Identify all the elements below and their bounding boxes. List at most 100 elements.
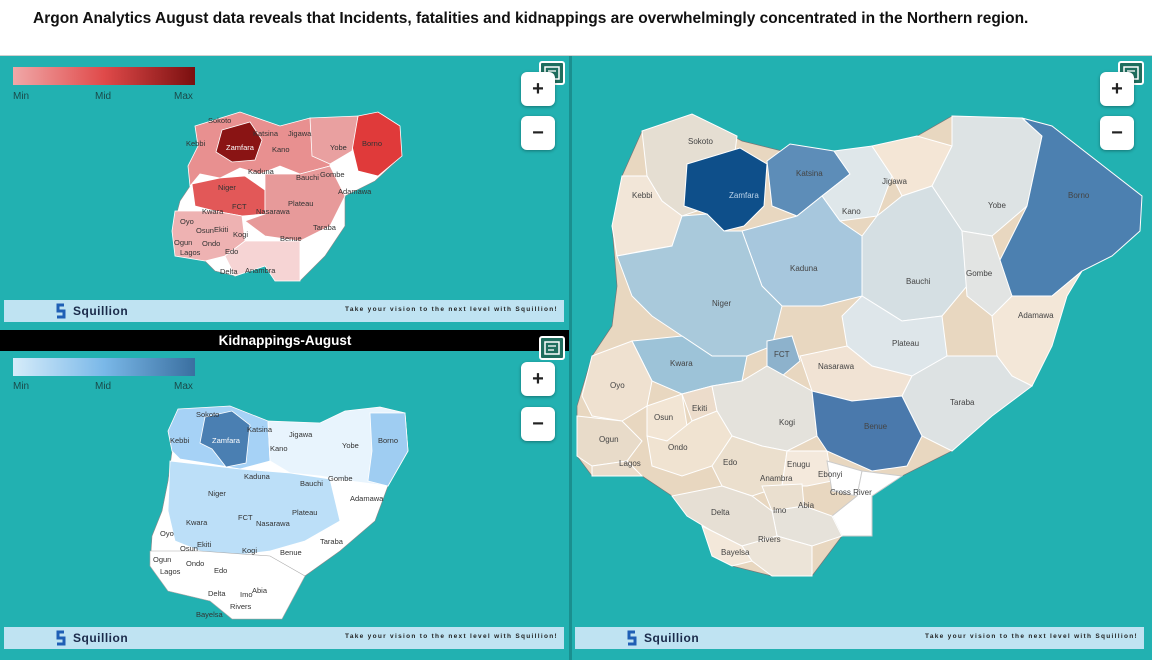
svg-text:Gombe: Gombe — [328, 474, 353, 483]
svg-text:Bauchi: Bauchi — [300, 479, 323, 488]
squillion-logo-icon — [56, 303, 66, 319]
nigeria-map-fatalities[interactable] — [572, 56, 1152, 626]
svg-text:Kwara: Kwara — [670, 359, 693, 368]
state-zamfara[interactable] — [683, 147, 768, 232]
svg-text:Kebbi: Kebbi — [632, 191, 653, 200]
squillion-logo-icon — [627, 630, 637, 646]
svg-text:Yobe: Yobe — [988, 201, 1007, 210]
svg-text:FCT: FCT — [232, 202, 247, 211]
svg-text:Sokoto: Sokoto — [688, 137, 713, 146]
state-adamawa[interactable] — [991, 270, 1083, 387]
state-cross-river[interactable] — [831, 470, 904, 537]
zoom-out-button[interactable]: − — [521, 407, 555, 441]
svg-text:Edo: Edo — [723, 458, 738, 467]
brand-name: Squillion — [644, 631, 700, 645]
svg-text:Taraba: Taraba — [320, 537, 344, 546]
svg-text:Oyo: Oyo — [180, 217, 194, 226]
region-borno[interactable] — [351, 111, 403, 177]
svg-text:Katsina: Katsina — [253, 129, 279, 138]
svg-text:Gombe: Gombe — [320, 170, 345, 179]
state-oyo[interactable] — [581, 340, 653, 422]
svg-text:Lagos: Lagos — [160, 567, 181, 576]
legend-max: Max — [174, 91, 193, 102]
region-zamfara[interactable] — [199, 410, 251, 468]
svg-text:Zamfara: Zamfara — [212, 436, 241, 445]
svg-text:Kano: Kano — [842, 207, 861, 216]
legend-max: Max — [174, 381, 193, 392]
zoom-in-button[interactable]: + — [521, 362, 555, 396]
state-bayelsa[interactable] — [701, 525, 753, 567]
nigeria-map-kidnappings[interactable] — [0, 351, 570, 626]
svg-text:Kebbi: Kebbi — [170, 436, 190, 445]
svg-text:Osun: Osun — [180, 544, 198, 553]
svg-text:Ekiti: Ekiti — [692, 404, 707, 413]
legend-gradient-red — [13, 67, 195, 85]
svg-text:Gombe: Gombe — [966, 269, 993, 278]
svg-text:Imo: Imo — [773, 506, 787, 515]
svg-text:Kwara: Kwara — [186, 518, 208, 527]
svg-text:Edo: Edo — [214, 566, 227, 575]
zoom-in-button[interactable]: + — [521, 72, 555, 106]
svg-text:Kano: Kano — [272, 145, 290, 154]
svg-text:Adamawa: Adamawa — [350, 494, 384, 503]
svg-text:Lagos: Lagos — [619, 459, 641, 468]
svg-text:FCT: FCT — [774, 350, 790, 359]
svg-text:Borno: Borno — [1068, 191, 1090, 200]
svg-text:Delta: Delta — [220, 267, 238, 276]
svg-text:Bauchi: Bauchi — [296, 173, 319, 182]
state-fct[interactable] — [766, 335, 801, 377]
svg-text:Nasarawa: Nasarawa — [818, 362, 855, 371]
svg-text:Nasarawa: Nasarawa — [256, 207, 291, 216]
nigeria-map-incidents[interactable] — [0, 56, 570, 301]
region-south[interactable] — [224, 240, 301, 282]
zoom-out-button[interactable]: − — [521, 116, 555, 150]
region-borno[interactable] — [367, 412, 409, 487]
brand-logo: Squillion — [625, 630, 699, 646]
svg-text:Kogi: Kogi — [779, 418, 795, 427]
brand-name: Squillion — [73, 631, 129, 645]
region-zamfara[interactable] — [215, 121, 263, 163]
svg-text:Ondo: Ondo — [668, 443, 688, 452]
svg-text:Yobe: Yobe — [330, 143, 347, 152]
svg-text:Kebbi: Kebbi — [186, 139, 206, 148]
kidnappings-title: Kidnappings-August — [0, 330, 570, 351]
squillion-logo-icon — [56, 630, 66, 646]
svg-text:Oyo: Oyo — [160, 529, 174, 538]
svg-text:Rivers: Rivers — [230, 602, 252, 611]
svg-text:Ondo: Ondo — [186, 559, 204, 568]
report-icon[interactable] — [539, 336, 565, 360]
region-yobe[interactable] — [309, 115, 359, 165]
svg-text:Katsina: Katsina — [796, 169, 823, 178]
region-south[interactable] — [149, 550, 306, 620]
region-middle-belt[interactable] — [244, 165, 346, 242]
svg-text:Niger: Niger — [712, 299, 731, 308]
svg-text:Anambra: Anambra — [760, 474, 793, 483]
legend-min: Min — [13, 381, 30, 392]
footer-bar: Squillion Take your vision to the next l… — [4, 300, 564, 322]
zoom-in-button[interactable]: + — [1100, 72, 1134, 106]
state-benue[interactable] — [811, 390, 923, 472]
brand-name: Squillion — [73, 304, 129, 318]
svg-text:Osun: Osun — [196, 226, 214, 235]
state-lagos[interactable] — [591, 460, 644, 477]
footer-bar: Squillion Take your vision to the next l… — [4, 627, 564, 649]
brand-logo: Squillion — [54, 630, 128, 646]
svg-text:Taraba: Taraba — [313, 223, 337, 232]
svg-text:Ondo: Ondo — [202, 239, 220, 248]
svg-text:Niger: Niger — [218, 183, 236, 192]
svg-text:Kano: Kano — [270, 444, 288, 453]
svg-text:Kogi: Kogi — [242, 546, 257, 555]
brand-logo: Squillion — [54, 303, 128, 319]
zoom-out-button[interactable]: − — [1100, 116, 1134, 150]
svg-text:Benue: Benue — [864, 422, 888, 431]
svg-text:Adamawa: Adamawa — [338, 187, 372, 196]
state-enugu[interactable] — [781, 450, 833, 487]
svg-text:Rivers: Rivers — [758, 535, 781, 544]
state-niger[interactable] — [616, 213, 783, 357]
svg-text:Bayelsa: Bayelsa — [196, 610, 224, 619]
svg-text:Adamawa: Adamawa — [1018, 311, 1054, 320]
legend-mid: Mid — [95, 91, 112, 102]
region-central[interactable] — [167, 460, 341, 557]
svg-text:Ekiti: Ekiti — [197, 540, 212, 549]
svg-text:Bauchi: Bauchi — [906, 277, 931, 286]
